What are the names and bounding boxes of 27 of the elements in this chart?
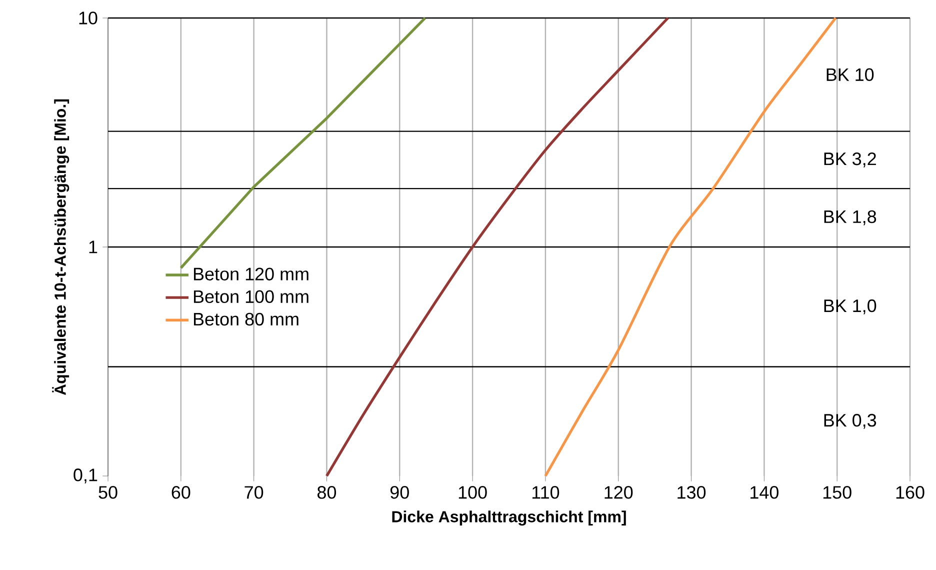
- x-tick-label: 150: [823, 486, 852, 499]
- line-series: [180, 16, 426, 270]
- x-tick-label: 110: [532, 486, 560, 499]
- annotation: BK 10: [826, 68, 874, 82]
- legend-label: Beton 80 mm: [194, 312, 298, 326]
- x-tick-label: 60: [172, 486, 190, 499]
- x-tick-label: 90: [390, 486, 409, 499]
- annotation: BK 1,0: [824, 299, 876, 314]
- annotation: BK 1,8: [824, 210, 876, 226]
- line-series: [325, 16, 670, 478]
- x-axis-title: Dicke Asphalttragschicht [mm]: [392, 510, 626, 526]
- y-tick-label: 1: [89, 240, 98, 254]
- legend-label: Beton 100 mm: [194, 290, 308, 304]
- x-tick-label: 160: [896, 486, 924, 499]
- annotation: BK 3,2: [824, 152, 876, 168]
- x-tick-label: 120: [604, 486, 633, 499]
- x-tick-label: 70: [244, 486, 264, 499]
- x-tick-label: 100: [458, 486, 487, 499]
- legend-label: Beton 120 mm: [194, 268, 308, 280]
- y-tick-label: 0,1: [74, 468, 98, 484]
- x-tick-label: 130: [678, 486, 706, 499]
- x-tick-label: 80: [317, 486, 336, 499]
- y-tick-label: 10: [79, 12, 98, 24]
- x-tick-label: 50: [98, 486, 118, 499]
- y-axis-title: Äquivalente 10-t-Achsübergänge [Mio.]: [52, 99, 70, 396]
- annotation: BK 0,3: [824, 414, 876, 429]
- x-tick-label: 140: [750, 486, 778, 499]
